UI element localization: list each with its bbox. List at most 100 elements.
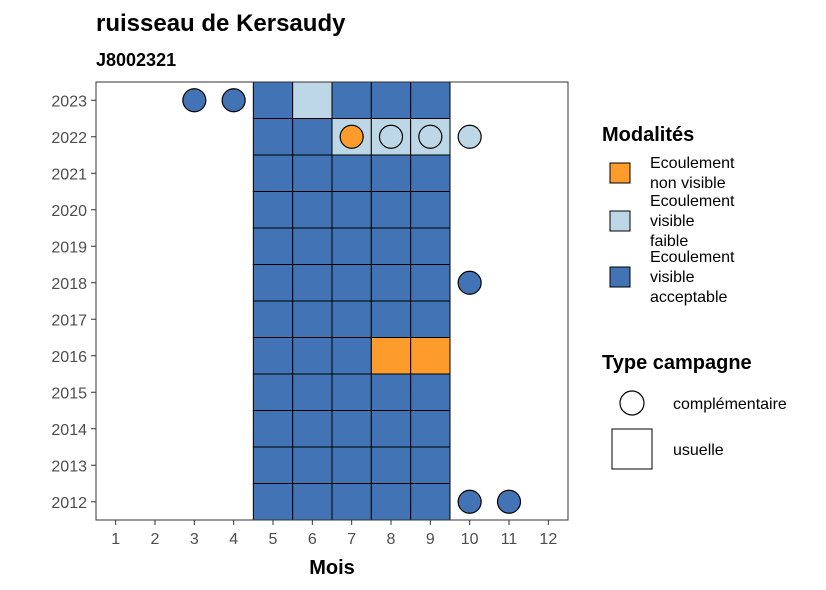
point-2022-10 [457, 124, 482, 149]
chart-subtitle: J8002321 [96, 50, 176, 70]
y-tick-label: 2019 [51, 239, 87, 256]
cell-2015-9 [410, 373, 451, 411]
x-tick-label: 8 [387, 531, 396, 548]
point-2023-4 [221, 88, 246, 113]
point-2012-10 [457, 489, 482, 514]
cell-2023-9 [410, 81, 451, 119]
cell-2021-6 [292, 154, 333, 192]
cell-2014-9 [410, 410, 451, 448]
cell-2019-5 [252, 227, 294, 265]
x-tick-label: 2 [151, 531, 160, 548]
data-marks [182, 81, 522, 521]
legend-label-acceptable: acceptable [650, 289, 727, 306]
y-tick-label: 2014 [51, 422, 87, 439]
chart-title: ruisseau de Kersaudy [96, 10, 346, 37]
x-tick-label: 4 [229, 531, 238, 548]
cell-2012-6 [292, 483, 333, 521]
legend-types: complémentaire usuelle [611, 390, 787, 470]
legend-label-non_visible: Ecoulement [650, 155, 735, 172]
cell-2023-7 [331, 81, 372, 119]
point-2012-11 [496, 489, 522, 514]
legend-label-acceptable: visible [650, 269, 695, 286]
y-tick-label: 2016 [51, 349, 87, 366]
cell-2020-9 [410, 191, 451, 229]
legend-key-non_visible [609, 162, 631, 184]
cell-2017-7 [331, 300, 372, 338]
cell-2020-5 [252, 191, 294, 229]
cell-2018-9 [410, 264, 451, 302]
legend-type-title: Type campagne [602, 352, 752, 374]
cell-2012-7 [331, 483, 372, 521]
cell-2021-9 [410, 154, 451, 192]
legend-key-circle [619, 390, 645, 416]
cell-2018-8 [370, 264, 412, 302]
y-tick-label: 2012 [51, 495, 87, 512]
cell-2013-9 [410, 446, 451, 484]
cell-2015-6 [292, 373, 333, 411]
plot-panel [95, 81, 569, 521]
cell-2016-6 [292, 337, 333, 375]
cell-2014-8 [370, 410, 412, 448]
legend-label-faible: Ecoulement [650, 193, 735, 210]
x-tick-label: 5 [269, 531, 278, 548]
y-tick-label: 2021 [51, 166, 87, 183]
legend-label-type: complémentaire [673, 396, 787, 413]
cell-2020-8 [370, 191, 412, 229]
cell-2015-5 [252, 373, 294, 411]
x-tick-label: 3 [190, 531, 199, 548]
x-tick-label: 9 [426, 531, 435, 548]
cell-2016-7 [331, 337, 372, 375]
cell-2019-9 [410, 227, 451, 265]
y-tick-label: 2022 [51, 130, 87, 147]
cell-2022-5 [252, 118, 294, 156]
cell-2014-5 [252, 410, 294, 448]
legend-modalites-title: Modalités [602, 124, 694, 146]
y-tick-label: 2013 [51, 458, 87, 475]
y-tick-label: 2015 [51, 385, 87, 402]
point-2022-8 [378, 124, 404, 149]
cell-2013-8 [370, 446, 412, 484]
cell-2016-8 [370, 337, 412, 375]
x-tick-label: 10 [461, 531, 479, 548]
cell-2015-8 [370, 373, 412, 411]
x-tick-label: 11 [501, 531, 518, 548]
point-2022-7 [339, 124, 364, 149]
x-tick-label: 1 [111, 531, 120, 548]
legend-key-square [611, 428, 653, 470]
cell-2017-8 [370, 300, 412, 338]
cell-2022-6 [292, 118, 333, 156]
cell-2014-7 [331, 410, 372, 448]
y-tick-label: 2020 [51, 203, 87, 220]
cell-2020-6 [292, 191, 333, 229]
cell-2018-6 [292, 264, 333, 302]
cell-2018-5 [252, 264, 294, 302]
cell-2021-8 [370, 154, 412, 192]
cell-2017-9 [410, 300, 451, 338]
cell-2020-7 [331, 191, 372, 229]
cell-2023-8 [370, 81, 412, 119]
cell-2016-9 [410, 337, 451, 375]
x-axis: 1 2 3 4 5 6 7 8 9 10 11 12 [111, 520, 557, 548]
cell-2017-6 [292, 300, 333, 338]
x-tick-label: 12 [539, 531, 557, 548]
legend-label-faible: visible [650, 213, 695, 230]
x-tick-label: 7 [347, 531, 356, 548]
legend-label-non_visible: non visible [650, 175, 726, 192]
y-axis: 2012 2013 2014 2015 2016 2017 2018 2019 2020 2021… [51, 93, 96, 512]
y-tick-label: 2017 [51, 312, 87, 329]
y-tick-label: 2018 [51, 276, 87, 293]
legend-key-acceptable [609, 266, 631, 288]
cell-2018-7 [331, 264, 372, 302]
plot-border [95, 81, 569, 521]
point-2022-9 [418, 124, 443, 149]
cell-2017-5 [252, 300, 294, 338]
cell-2012-5 [252, 483, 294, 521]
cell-2019-7 [331, 227, 372, 265]
cell-2019-8 [370, 227, 412, 265]
cell-2023-5 [252, 81, 294, 119]
legend-key-faible [609, 210, 631, 232]
cell-2014-6 [292, 410, 333, 448]
cell-2013-6 [292, 446, 333, 484]
